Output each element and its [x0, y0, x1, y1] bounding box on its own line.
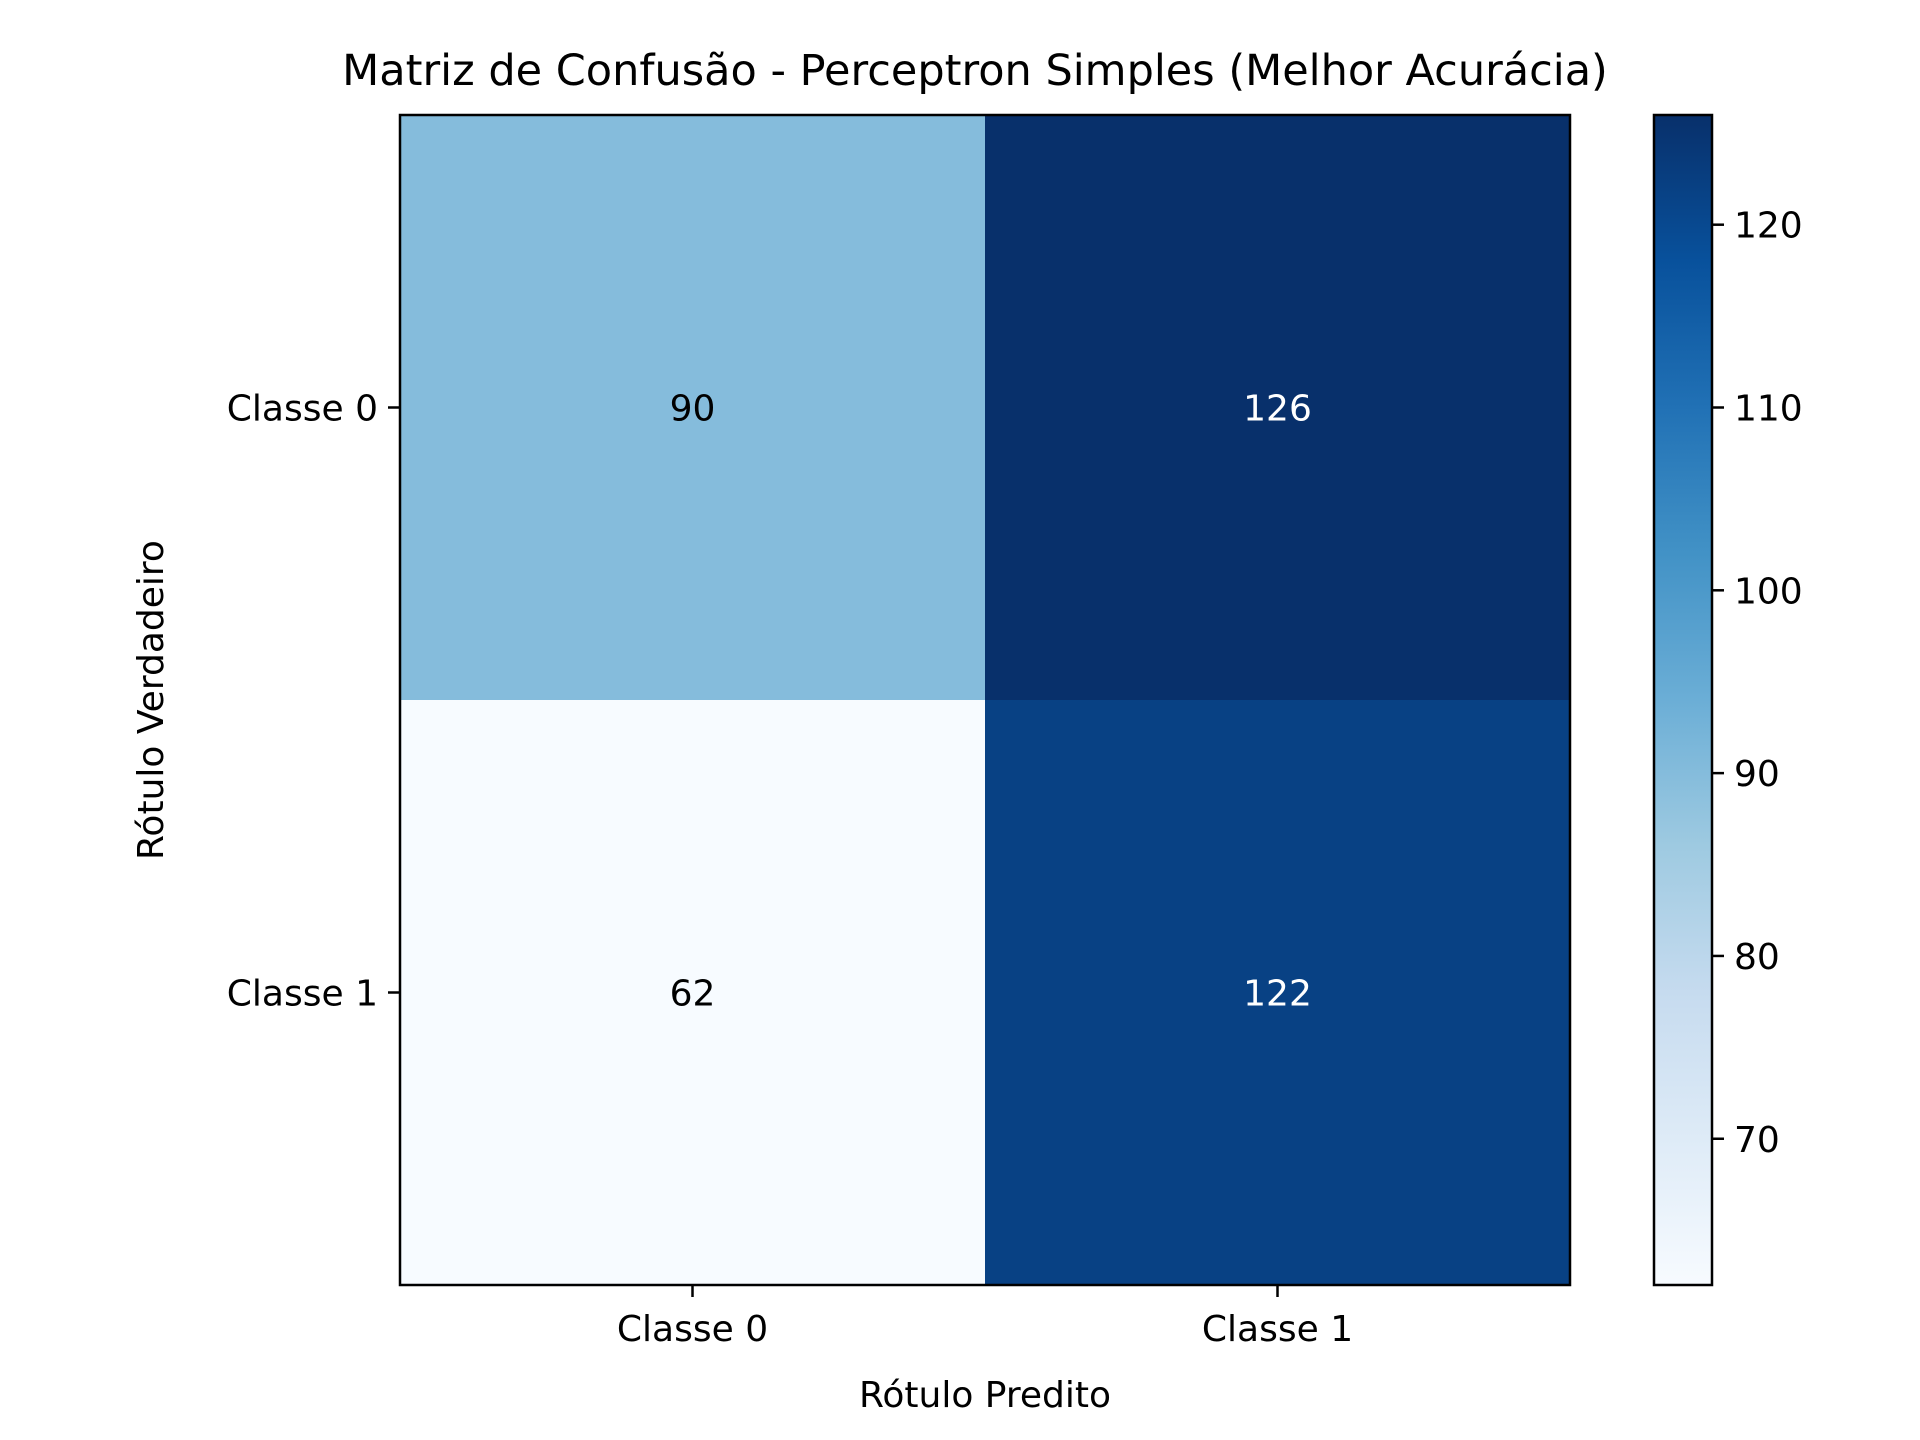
colorbar-tick-label: 100: [1734, 571, 1803, 612]
x-tick-label: Classe 0: [617, 1309, 768, 1350]
chart-title: Matriz de Confusão - Perceptron Simples …: [342, 46, 1608, 96]
colorbar-tick-label: 70: [1734, 1120, 1780, 1161]
colorbar-tick-label: 90: [1734, 754, 1780, 795]
cell-value-label: 126: [1243, 389, 1312, 430]
x-tick-label: Classe 1: [1202, 1309, 1353, 1350]
cell-value-label: 122: [1243, 974, 1312, 1015]
x-axis-label: Rótulo Predito: [859, 1375, 1111, 1416]
heatmap-cells: [400, 115, 1571, 1286]
colorbar: [1654, 115, 1712, 1285]
colorbar-tick-label: 110: [1734, 389, 1803, 430]
y-tick-label: Classe 0: [227, 389, 378, 430]
colorbar-tick-label: 80: [1734, 937, 1780, 978]
x-axis: Classe 0 Classe 1: [617, 1285, 1353, 1350]
y-axis: Classe 0 Classe 1: [227, 389, 400, 1015]
cell-value-label: 90: [670, 389, 716, 430]
colorbar-ticks: 70 80 90 100 110 120: [1712, 206, 1803, 1161]
colorbar-tick-label: 120: [1734, 206, 1803, 247]
y-tick-label: Classe 1: [227, 974, 378, 1015]
cell-value-label: 62: [670, 974, 716, 1015]
y-axis-label: Rótulo Verdadeiro: [131, 540, 172, 860]
